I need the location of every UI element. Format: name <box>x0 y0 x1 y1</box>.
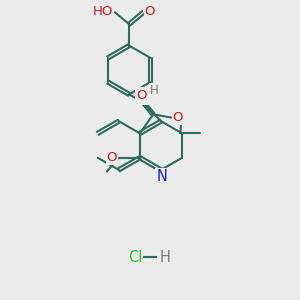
Text: O: O <box>145 5 155 18</box>
Text: H: H <box>159 250 170 265</box>
Text: O: O <box>136 89 147 102</box>
Text: H: H <box>150 84 159 97</box>
Text: O: O <box>107 151 117 164</box>
Text: N: N <box>156 169 167 184</box>
Text: Cl: Cl <box>128 250 142 265</box>
Text: N: N <box>138 88 148 104</box>
Text: O: O <box>172 111 183 124</box>
Text: HO: HO <box>92 5 113 18</box>
